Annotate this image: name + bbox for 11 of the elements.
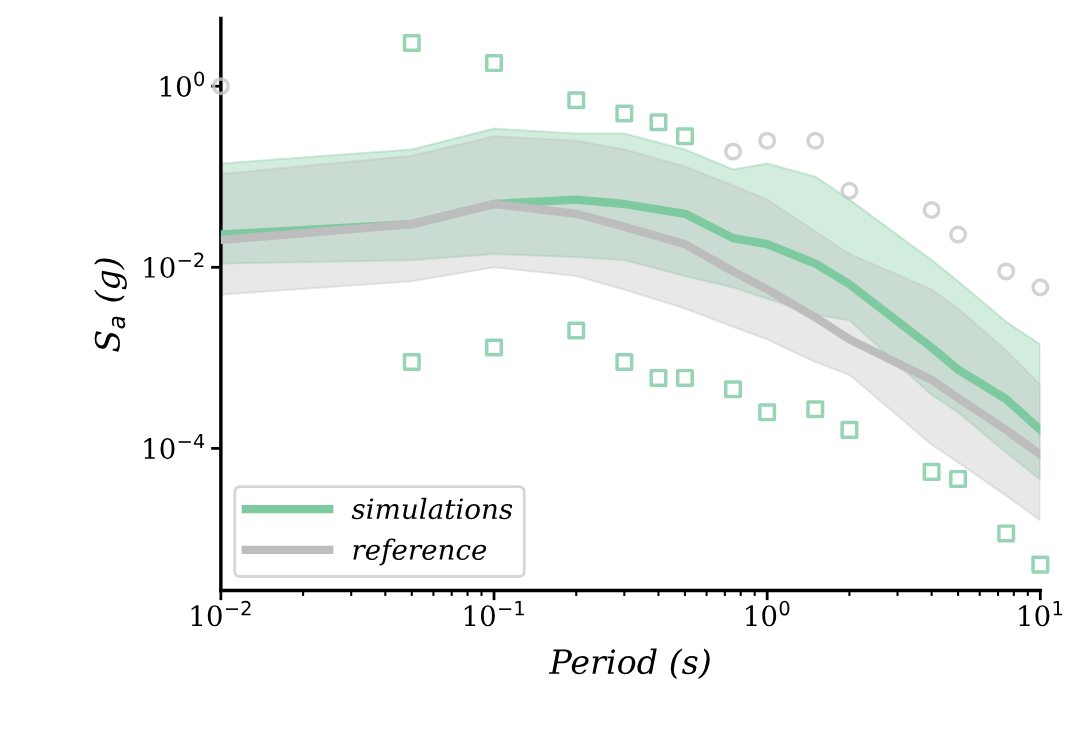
y-tick-label: 10$^{−2}$ xyxy=(144,252,204,279)
x-tick-label: 10$^{1}$ xyxy=(1019,601,1063,627)
legend-label: simulations xyxy=(351,497,513,520)
x-axis-title: Period (s) xyxy=(548,648,710,680)
legend-label: reference xyxy=(353,538,487,566)
x-tick-label: 10$^{0}$ xyxy=(746,600,790,627)
y-tick-label: 10$^{0}$ xyxy=(160,71,205,97)
y-axis-title: S$_{a}$ (g) xyxy=(94,258,127,352)
x-tick-label: 10$^{−2}$ xyxy=(191,600,251,627)
y-tick-label: 10$^{−4}$ xyxy=(144,433,205,460)
x-tick-label: 10$^{−1}$ xyxy=(464,601,524,627)
